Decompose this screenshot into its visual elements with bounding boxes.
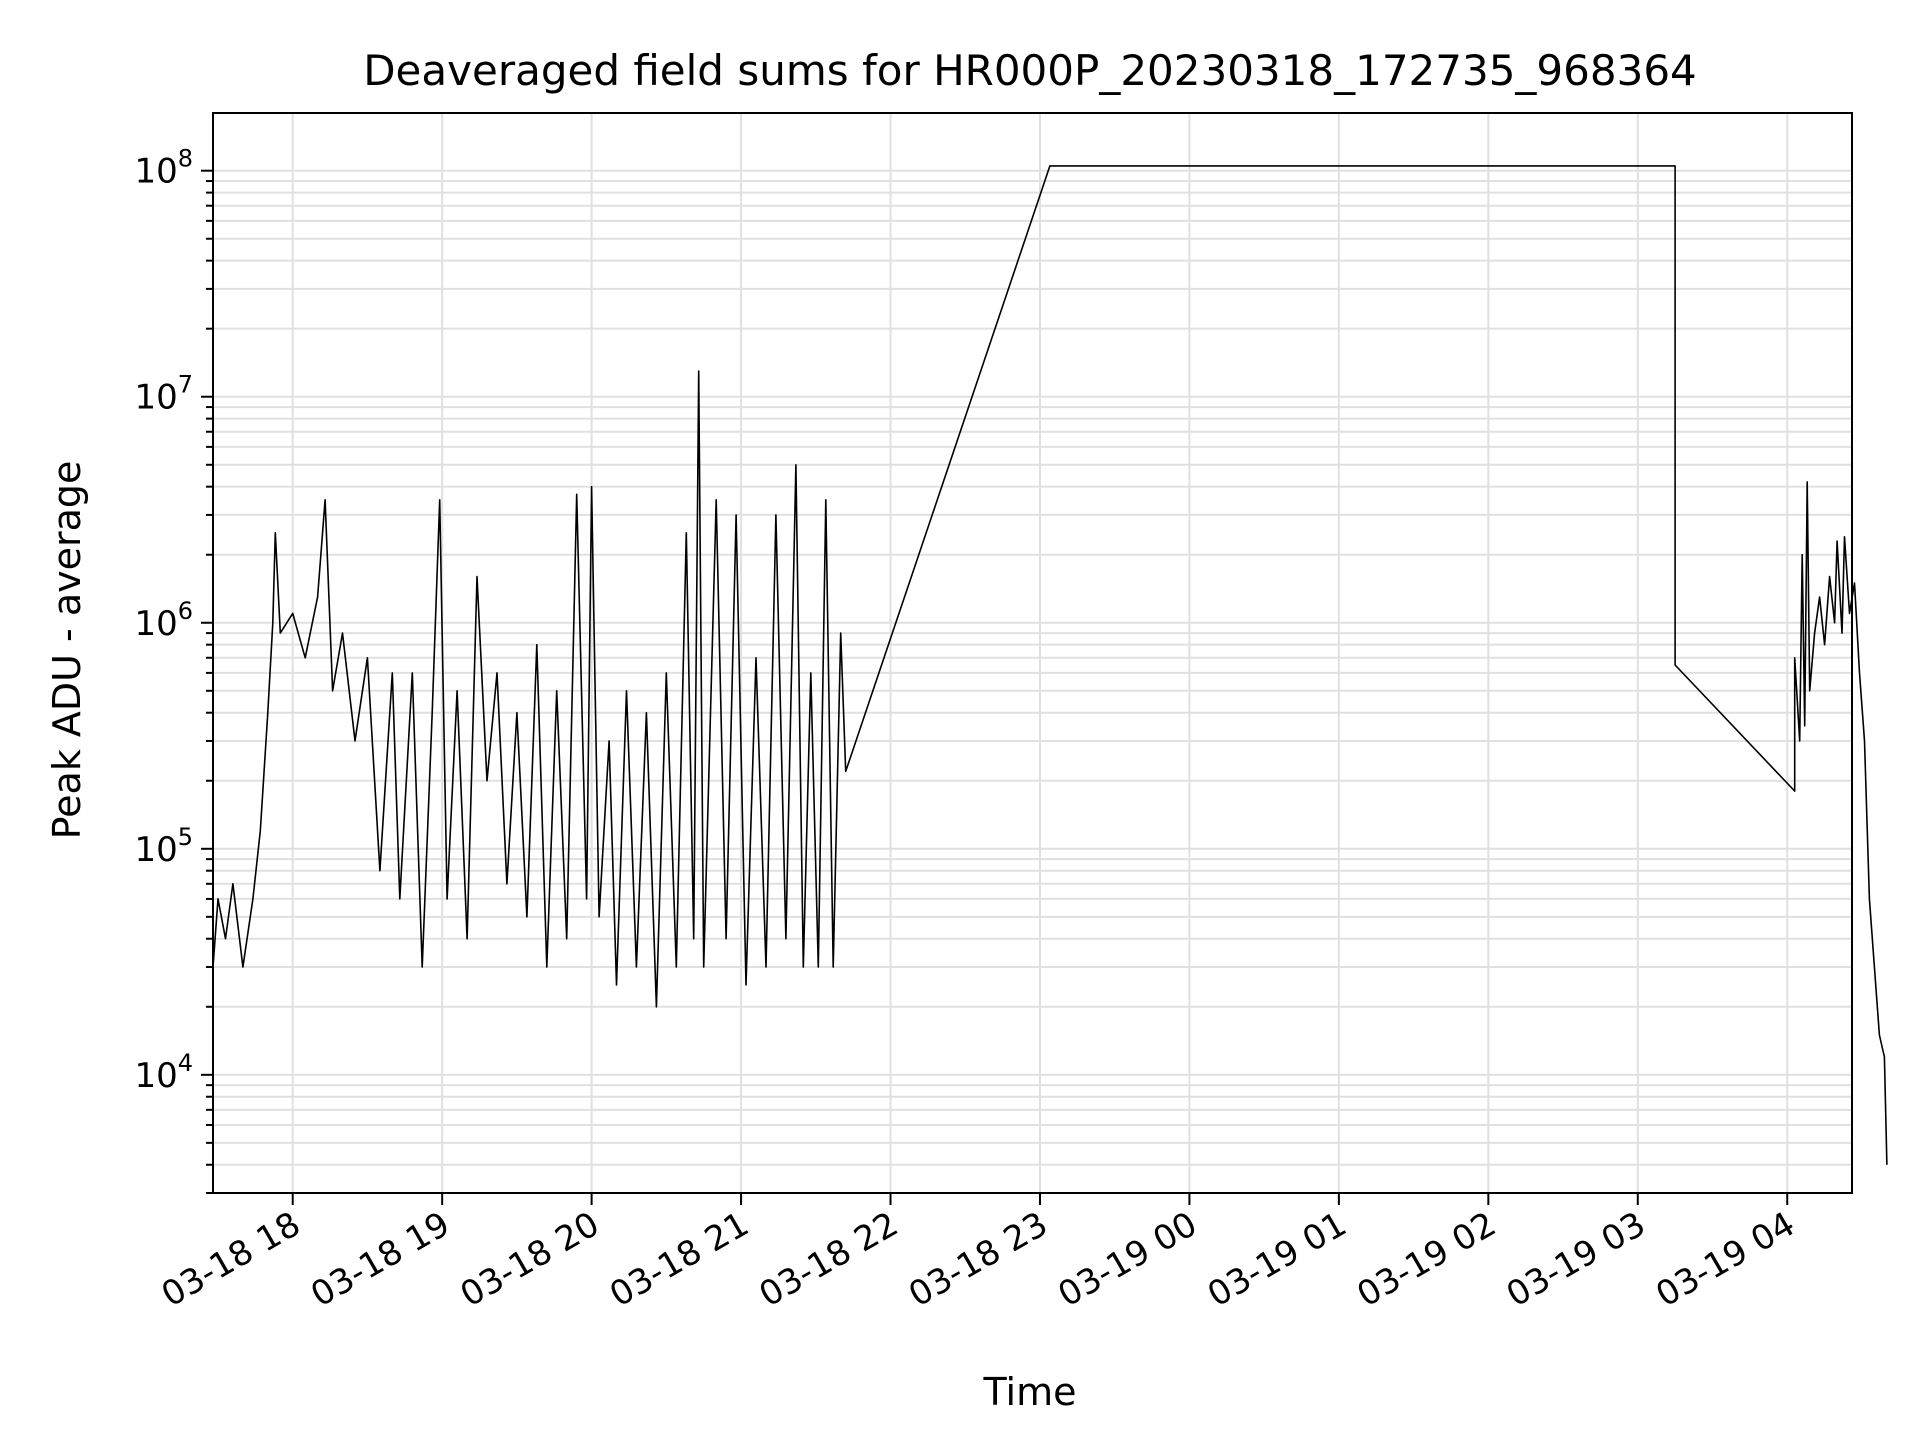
- plot-frame: [212, 112, 1853, 1194]
- grid: [213, 113, 1852, 1194]
- x-axis-label: Time: [983, 1370, 1077, 1414]
- y-tick-label: 108: [134, 145, 193, 192]
- y-axis-label: Peak ADU - average: [45, 461, 89, 840]
- series-layer: [212, 165, 1888, 1165]
- y-tick-label: 107: [134, 371, 193, 418]
- y-axis: 104 105 106 107 108: [134, 145, 213, 1194]
- y-tick-label: 105: [134, 823, 193, 870]
- y-tick-label: 104: [134, 1049, 193, 1096]
- chart-title: Deaveraged field sums for HR000P_2023031…: [363, 46, 1697, 95]
- series-line: [212, 165, 1888, 1165]
- y-tick-label: 106: [134, 597, 193, 644]
